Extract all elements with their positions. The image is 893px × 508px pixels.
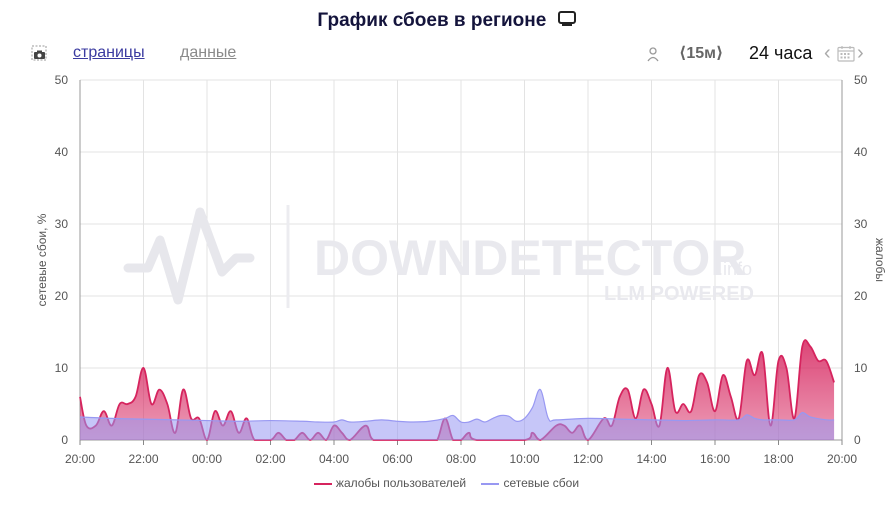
y-tick-label: 0 [61,433,68,447]
x-tick-label: 16:00 [700,452,730,466]
watermark: DOWNDETECTOR .info LLM POWERED [123,205,754,308]
page-title: График сбоев в регионе [317,10,547,31]
tab-data[interactable]: данные [180,44,237,61]
series-area-outages [80,389,835,440]
chart-legend: жалобы пользователей сетевые сбои [0,476,893,490]
y-tick-label: 20 [55,289,69,303]
x-tick-label: 14:00 [636,452,666,466]
x-tick-label: 02:00 [255,452,285,466]
y-tick-label: 50 [55,73,69,87]
series-layer [79,339,835,441]
x-tick-label: 18:00 [763,452,793,466]
watermark-suffix: .info [718,259,752,279]
tv-icon [557,11,576,34]
legend-swatch-outages [481,482,500,485]
x-tick-label: 04:00 [319,452,349,466]
tab-pages[interactable]: страницы [73,44,145,61]
y-tick-label: 30 [55,217,69,231]
x-tick-label: 20:00 [827,452,857,466]
y2-tick-label: 0 [854,433,861,447]
person-icon[interactable] [646,46,660,67]
chevron-left-icon[interactable]: ‹ [824,42,831,64]
watermark-tagline: LLM POWERED [604,283,754,305]
watermark-brand: DOWNDETECTOR [314,230,746,286]
x-tick-label: 10:00 [509,452,539,466]
y-axis-label: сетевые сбои, % [35,213,49,306]
x-tick-label: 22:00 [128,452,158,466]
x-tick-label: 08:00 [446,452,476,466]
y2-tick-label: 20 [854,289,868,303]
x-tick-label: 00:00 [192,452,222,466]
calendar-icon[interactable] [837,45,855,67]
x-tick-label: 06:00 [382,452,412,466]
x-axis: 20:00 22:00 00:00 02:00 04:00 06:00 08:00 10:00… [65,440,857,466]
interval-selector[interactable]: ⟨15м⟩ [679,45,724,62]
y-tick-label: 10 [55,361,69,375]
range-selector[interactable]: 24 часа [749,43,813,63]
left-y-axis: 0 10 20 30 40 50 [55,73,69,447]
camera-icon[interactable] [31,45,47,66]
legend-item-outages[interactable]: сетевые сбои [481,476,579,490]
watermark-logo-line [123,207,255,305]
x-tick-label: 20:00 [65,452,95,466]
y-tick-label: 40 [55,145,69,159]
legend-label-complaints: жалобы пользователей [335,476,467,490]
legend-item-complaints[interactable]: жалобы пользователей [313,476,467,490]
y2-tick-label: 10 [854,361,868,375]
chevron-right-icon[interactable]: › [857,42,864,64]
right-y-axis: 0 10 20 30 40 50 [854,73,868,447]
series-area-complaints [80,340,835,440]
y2-tick-label: 30 [854,217,868,231]
legend-label-outages: сетевые сбои [503,476,580,490]
y2-tick-label: 50 [854,73,868,87]
y2-axis-label: жалобы [873,238,887,282]
chart-header: График сбоев в регионе [0,10,893,34]
x-tick-label: 12:00 [573,452,603,466]
y2-tick-label: 40 [854,145,868,159]
series-line-outages [79,388,835,424]
legend-swatch-complaints [313,482,332,485]
